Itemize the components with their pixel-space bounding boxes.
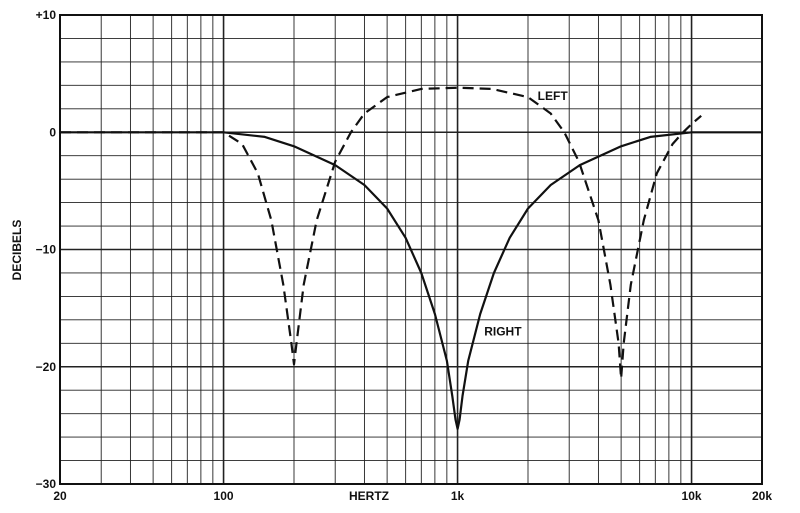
x-tick-label: 10k [682, 489, 702, 503]
y-tick-label: −30 [36, 477, 57, 491]
series-label-left: LEFT [538, 89, 569, 103]
grid-major [60, 15, 762, 484]
x-tick-label: 20 [53, 489, 67, 503]
y-tick-label: −10 [36, 243, 57, 257]
x-tick-label: 100 [214, 489, 234, 503]
y-axis-title: DECIBELS [10, 220, 24, 281]
series-label-right: RIGHT [484, 325, 522, 339]
y-tick-label: 0 [49, 125, 56, 139]
y-tick-label: −20 [36, 360, 57, 374]
y-tick-label: +10 [36, 8, 57, 22]
x-tick-label: 1k [451, 489, 465, 503]
x-tick-label: 20k [752, 489, 772, 503]
series-line-left [60, 86, 702, 380]
series-line-right [58, 131, 764, 430]
ticks-layer: 20 100 1k 10k 20k +10 0 −10 −20 −30 [36, 8, 773, 503]
plot-frame [59, 14, 763, 485]
annotation-layer: LEFT RIGHT [484, 89, 568, 339]
x-axis-title: HERTZ [349, 489, 389, 503]
series-layer [58, 86, 764, 430]
